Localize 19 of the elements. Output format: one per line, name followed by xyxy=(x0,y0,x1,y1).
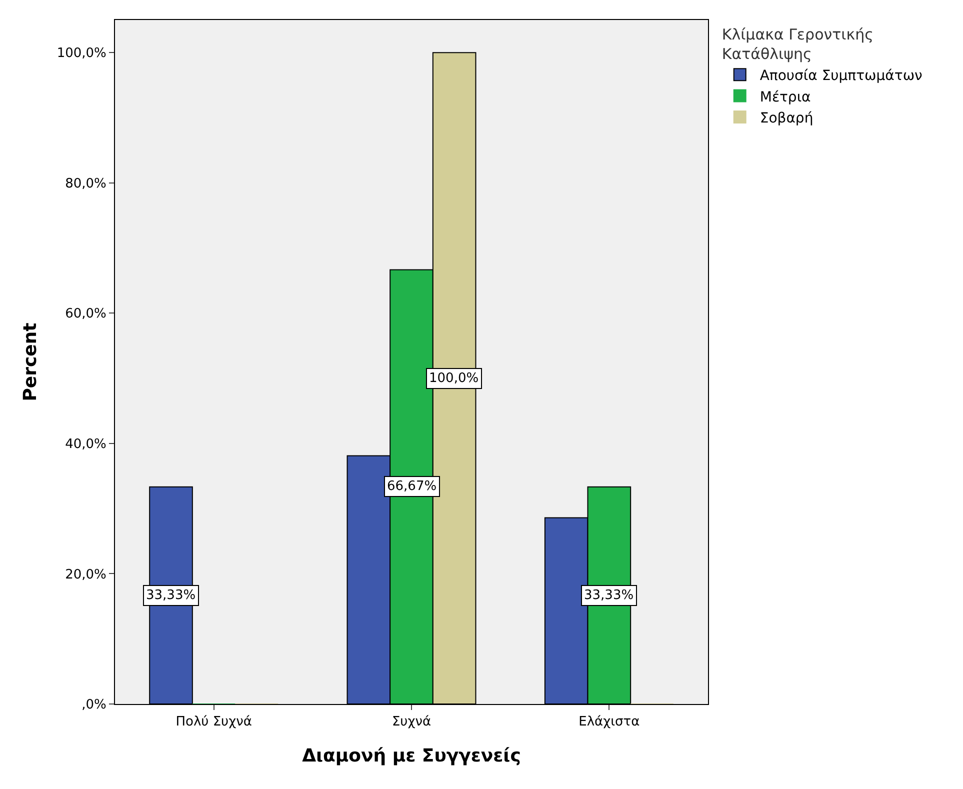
data-label: 100,0% xyxy=(429,371,479,386)
y-tick-label: 20,0% xyxy=(65,567,106,582)
x-axis-title: Διαμονή με Συγγενείς xyxy=(302,746,521,767)
data-label: 33,33% xyxy=(146,588,196,603)
y-tick-label: 100,0% xyxy=(56,46,106,62)
y-tick-label: ,0% xyxy=(82,698,106,713)
data-label: 33,33% xyxy=(584,588,634,603)
y-axis-title: Percent xyxy=(20,322,42,402)
x-tick-label: Ελάχιστα xyxy=(578,714,640,730)
data-label: 66,67% xyxy=(387,479,437,494)
y-tick-label: 80,0% xyxy=(65,176,106,192)
legend-label: Μέτρια xyxy=(760,89,811,106)
x-tick-label: Συχνά xyxy=(392,714,432,730)
legend-label: Σοβαρή xyxy=(760,110,814,126)
x-tick-label: Πολύ Συχνά xyxy=(176,714,252,730)
legend-title: Κλίμακα Γεροντικής Κατάθλιψης xyxy=(722,26,874,63)
y-tick-label: 40,0% xyxy=(65,436,106,452)
y-tick-label: 60,0% xyxy=(65,306,106,322)
legend-label: Απουσία Συμπτωμάτων xyxy=(760,68,923,84)
